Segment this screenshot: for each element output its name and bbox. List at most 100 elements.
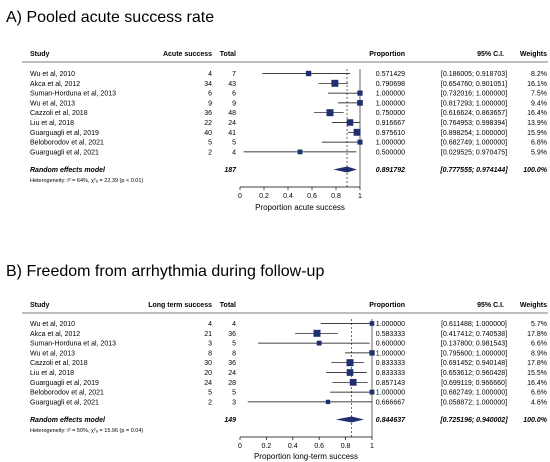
panel-a-study-name: Wu et al, 2013 <box>30 100 75 107</box>
panel-b-study-weight: 6.6% <box>531 390 547 397</box>
panel-b-header-study: Study <box>30 302 50 309</box>
panel-b-study-name: Wu et al, 2010 <box>30 321 75 328</box>
panel-a-study-total: 4 <box>232 149 236 156</box>
panel-a-x-tick-label: 0 <box>238 193 242 200</box>
panel-a-study-name: Liu et al, 2018 <box>30 120 74 127</box>
panel-b-study-ci: [0.699119; 0.966660] <box>441 380 507 387</box>
panel-b-study-square <box>316 340 322 346</box>
panel-a-pooled-label: Random effects model <box>30 167 106 174</box>
panel-a-study-events: 5 <box>208 140 212 147</box>
panel-a-study-total: 41 <box>228 130 236 137</box>
panel-b-study-name: Liu et al, 2018 <box>30 370 74 377</box>
panel-a-study-square <box>326 109 334 117</box>
panel-b-pooled-total: 149 <box>224 417 236 424</box>
panel-a-x-tick-label: 0.2 <box>259 193 269 200</box>
panel-a-study-square <box>297 149 303 155</box>
panel-b-study-square <box>349 378 357 386</box>
panel-a-study-name: Guarguagli et al, 2019 <box>30 130 99 137</box>
panel-b-study-proportion: 0.833333 <box>376 370 405 377</box>
panel-a-study-ci: [0.732016; 1.000000] <box>441 91 507 98</box>
panel-b-study-events: 4 <box>208 321 212 328</box>
panel-a-study-square <box>305 70 312 77</box>
panel-a-heterogeneity: Heterogeneity: I² = 64%, χ²₈ = 22.39 (p … <box>30 178 143 184</box>
panel-b-pooled-ci: [0.725196; 0.940002] <box>439 417 508 424</box>
panel-a-study-square <box>353 128 361 136</box>
panel-b-title: B) Freedom from arrhythmia during follow… <box>6 263 324 280</box>
panel-b-study-weight: 15.5% <box>527 370 547 377</box>
panel-a-header-events: Acute success <box>163 51 212 58</box>
panel-a-study-events: 4 <box>208 71 212 78</box>
panel-a-study-total: 43 <box>228 81 236 88</box>
panel-b-header-proportion: Proportion <box>369 302 405 309</box>
panel-b-study-name: Wu et al, 2013 <box>30 350 75 357</box>
panel-b-study-total: 4 <box>232 321 236 328</box>
panel-b-study-weight: 8.9% <box>531 350 547 357</box>
panel-a-study-weight: 15.9% <box>527 130 547 137</box>
panel-b-x-tick-label: 0.8 <box>341 443 351 450</box>
panel-b-header-total: Total <box>220 302 236 309</box>
panel-a-study-ci: [0.029525; 0.970475] <box>441 149 507 156</box>
panel-b-study-total: 8 <box>232 350 236 357</box>
panel-b-study-events: 24 <box>204 380 212 387</box>
panel-b-label: B) <box>6 263 22 280</box>
panel-a-header-weights: Weights <box>520 51 547 58</box>
panel-a-study-ci: [0.616624; 0.863657] <box>441 110 507 117</box>
panel-b-study-ci: [0.653612; 0.960428] <box>441 370 507 377</box>
panel-a-study-square <box>331 79 339 87</box>
panel-b-study-events: 20 <box>204 370 212 377</box>
panel-b-study-total: 28 <box>228 380 236 387</box>
panel-a-study-name: Suman-Horduna et al, 2013 <box>30 91 116 98</box>
panel-a-study-name: Wu et al, 2010 <box>30 71 75 78</box>
panel-b-study-proportion: 1.000000 <box>376 321 405 328</box>
panel-b-header-events: Long term success <box>148 302 212 309</box>
panel-b-x-axis-label: Proportion long-term success <box>254 452 358 461</box>
panel-b-study-events: 2 <box>208 399 212 406</box>
panel-b-study-ci: [0.682749; 1.000000] <box>441 390 507 397</box>
panel-a-study-total: 48 <box>228 110 236 117</box>
panel-b-pooled-proportion: 0.844637 <box>376 417 406 424</box>
panel-a-study-events: 9 <box>208 100 212 107</box>
panel-b-study-total: 24 <box>228 370 236 377</box>
panel-a-pooled-weight: 100.0% <box>523 167 548 174</box>
panel-b-study-weight: 5.7% <box>531 321 547 328</box>
panel-b-x-tick-label: 0 <box>238 443 242 450</box>
panel-a-study-ci: [0.186005; 0.918703] <box>441 71 507 78</box>
panel-a-pooled-diamond <box>333 166 357 173</box>
panel-a-header-study: Study <box>30 51 50 58</box>
panel-a-pooled-total: 187 <box>224 167 237 174</box>
panel-a-study-square <box>346 119 354 126</box>
panel-a-study-proportion: 1.000000 <box>376 140 405 147</box>
panel-a-study-weight: 9.4% <box>531 100 547 107</box>
panel-b-study-ci: [0.058872; 1.000000] <box>441 399 507 406</box>
panel-a-study-name: Akca et al, 2012 <box>30 81 80 88</box>
panel-a-study-square <box>357 90 363 96</box>
panel-a-study-events: 40 <box>204 130 212 137</box>
panel-b-study-proportion: 1.000000 <box>376 390 405 397</box>
panel-b-study-total: 36 <box>228 360 236 367</box>
panel-a-study-proportion: 0.500000 <box>376 149 405 156</box>
panel-a-study-weight: 16.1% <box>527 81 547 88</box>
panel-b-study-ci: [0.417412; 0.740538] <box>441 331 507 338</box>
panel-a-pooled-ci: [0.777555; 0.974144] <box>439 167 508 174</box>
panel-a-x-axis-label: Proportion acute success <box>255 203 345 212</box>
panel-b-heterogeneity: Heterogeneity: I² = 50%, χ²₈ = 15.96 (p … <box>30 428 143 434</box>
panel-b-study-square <box>346 369 354 376</box>
panel-a-x-tick-label: 0.8 <box>331 193 341 200</box>
panel-a-study-ci: [0.764953; 0.998394] <box>441 120 507 127</box>
panel-a-study-ci: [0.654760; 0.901051] <box>441 81 507 88</box>
panel-b-study-proportion: 0.857143 <box>376 380 405 387</box>
panel-a-study-events: 6 <box>208 91 212 98</box>
panel-a-study-square <box>357 139 363 145</box>
panel-b-study-total: 5 <box>232 390 236 397</box>
panel-a-x-tick-label: 1 <box>358 193 362 200</box>
panel-a-study-name: Guarguagli et al, 2021 <box>30 149 99 156</box>
panel-b-header-ci: 95% C.I. <box>477 302 504 309</box>
panel-a-x-tick-label: 0.6 <box>307 193 317 200</box>
panel-b-pooled-diamond <box>335 416 365 423</box>
panel-b-study-events: 30 <box>204 360 212 367</box>
panel-b-study-proportion: 0.600000 <box>376 341 405 348</box>
panel-b-header-weights: Weights <box>520 302 547 309</box>
panel-a-study-events: 34 <box>204 81 212 88</box>
panel-a-title-text: Pooled acute success rate <box>22 9 214 26</box>
panel-b-title-text: Freedom from arrhythmia during follow-up <box>22 263 324 280</box>
